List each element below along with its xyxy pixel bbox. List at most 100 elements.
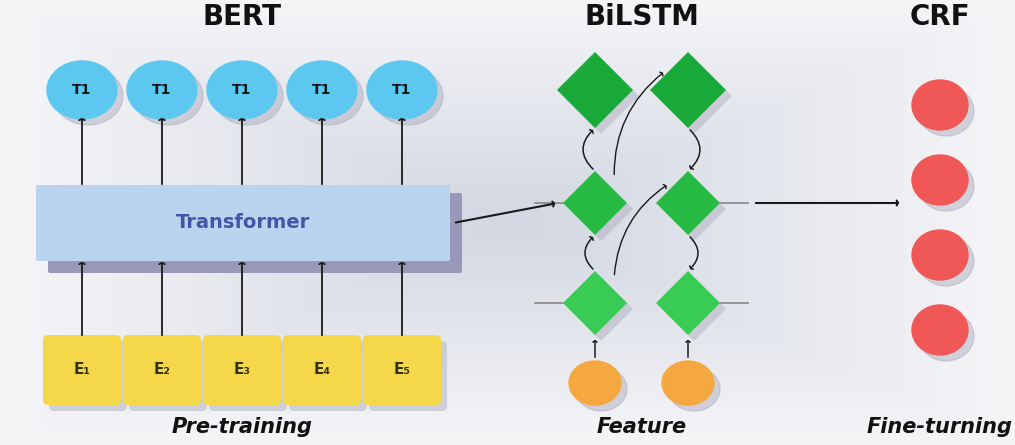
Bar [296,130,719,315]
Bar [482,211,533,234]
Bar [449,197,566,248]
FancyBboxPatch shape [363,335,441,405]
Bar [373,163,642,282]
Ellipse shape [213,67,283,125]
Polygon shape [656,171,720,235]
Bar [398,174,617,271]
Bar [499,219,516,226]
FancyBboxPatch shape [49,341,127,411]
Bar [220,97,795,348]
Ellipse shape [912,230,968,280]
Bar [423,186,592,259]
Bar [211,93,804,352]
Ellipse shape [918,236,974,286]
Bar [304,134,710,312]
Text: Pre-training: Pre-training [172,417,313,437]
Ellipse shape [373,67,443,125]
Bar [490,215,525,230]
Text: T1: T1 [232,83,252,97]
Bar [330,145,685,300]
Polygon shape [563,171,627,235]
Text: E₅: E₅ [394,363,410,377]
Ellipse shape [207,61,277,119]
Bar [254,111,761,334]
Bar [127,56,888,389]
FancyBboxPatch shape [203,335,281,405]
FancyBboxPatch shape [36,185,450,261]
Bar [203,89,812,356]
Text: T1: T1 [152,83,172,97]
Text: Feature: Feature [597,417,686,437]
Ellipse shape [668,367,720,411]
Polygon shape [662,277,726,341]
Bar [170,74,845,371]
Bar [102,44,914,400]
Bar [76,33,939,412]
Text: E₂: E₂ [153,363,171,377]
Text: Fine-turning: Fine-turning [867,417,1013,437]
Bar [474,208,541,237]
Bar [355,156,660,289]
Bar [262,115,753,330]
Text: T1: T1 [72,83,91,97]
Bar [313,137,702,308]
Bar [144,63,871,382]
Text: CRF: CRF [909,3,970,31]
Bar [457,200,558,245]
Bar [381,167,634,278]
Ellipse shape [53,67,123,125]
Text: E₃: E₃ [233,363,251,377]
Text: E₄: E₄ [314,363,331,377]
Ellipse shape [918,311,974,361]
Bar [279,122,736,323]
Bar [406,178,609,267]
Polygon shape [557,52,633,128]
Bar [322,141,693,304]
Bar [389,170,626,275]
Ellipse shape [287,61,357,119]
Polygon shape [569,277,633,341]
Ellipse shape [912,155,968,205]
Polygon shape [650,52,726,128]
Bar [363,159,652,286]
Bar [465,204,550,241]
Text: BERT: BERT [203,3,281,31]
Text: E₁: E₁ [73,363,90,377]
Bar [338,148,677,297]
FancyBboxPatch shape [283,335,361,405]
Bar [228,100,787,345]
Bar [287,126,728,319]
Bar [160,70,855,375]
Bar [110,48,905,397]
Bar [271,119,744,326]
Polygon shape [656,58,732,134]
Bar [236,104,779,341]
FancyBboxPatch shape [129,341,207,411]
Text: Transformer: Transformer [176,214,311,232]
Polygon shape [569,177,633,241]
Text: BiLSTM: BiLSTM [584,3,699,31]
Bar [414,182,601,263]
Polygon shape [656,271,720,335]
Bar [347,152,668,293]
Ellipse shape [576,367,627,411]
Bar [439,193,576,252]
Bar [152,67,863,378]
Bar [178,78,837,367]
Ellipse shape [918,86,974,136]
Polygon shape [563,58,639,134]
Bar [68,30,947,415]
Bar [59,26,956,419]
Ellipse shape [912,80,968,130]
Ellipse shape [367,61,437,119]
Ellipse shape [127,61,197,119]
Bar [195,85,820,360]
Ellipse shape [133,67,203,125]
Ellipse shape [662,361,714,405]
Ellipse shape [918,161,974,211]
Ellipse shape [569,361,621,405]
Text: T1: T1 [393,83,412,97]
Polygon shape [662,177,726,241]
FancyBboxPatch shape [289,341,367,411]
Bar [431,189,584,256]
